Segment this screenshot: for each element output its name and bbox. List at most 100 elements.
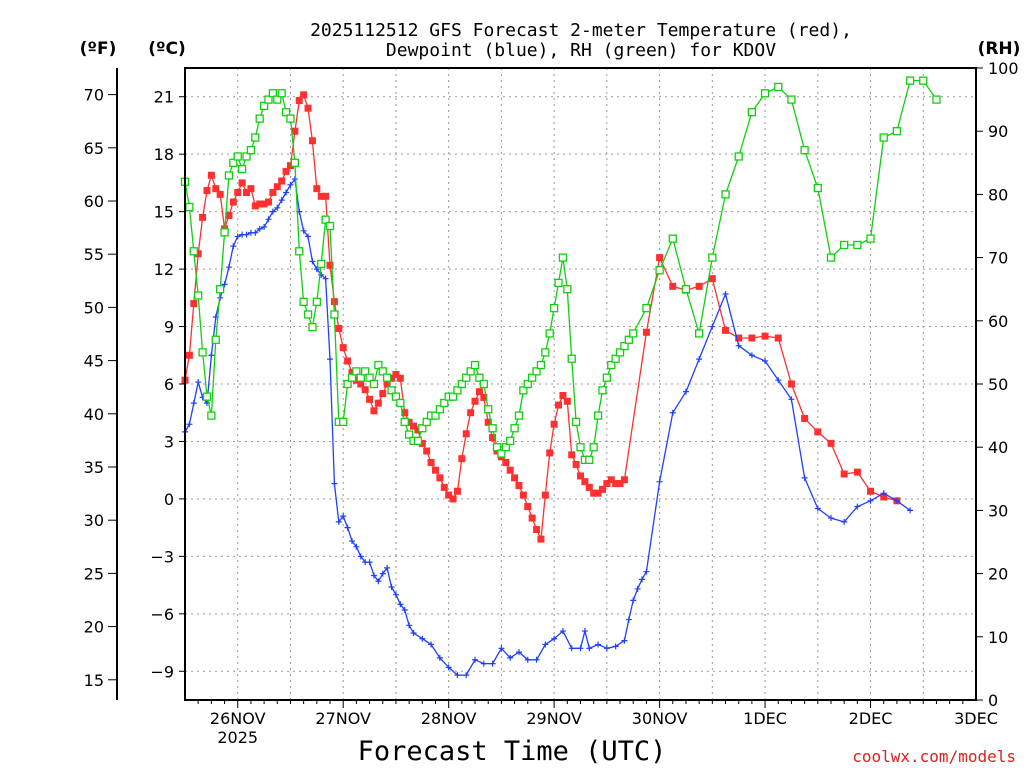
dewpoint-point xyxy=(639,576,646,583)
rh-point xyxy=(585,455,594,464)
chart-title-line1: 2025112512 GFS Forecast 2-meter Temperat… xyxy=(310,20,852,41)
temperature-point xyxy=(401,409,409,417)
temperature-point xyxy=(511,474,519,482)
rh-point xyxy=(277,89,286,98)
rh-tick-label: 70 xyxy=(988,249,1008,268)
x-tick-label: 30NOV xyxy=(632,709,688,728)
temperature-point xyxy=(326,261,334,269)
temperature-point xyxy=(489,434,497,442)
temperature-point xyxy=(436,474,444,482)
rh-point xyxy=(475,373,484,382)
rh-point xyxy=(233,152,242,161)
rh-point xyxy=(255,114,264,123)
dewpoint-point xyxy=(682,388,689,395)
rh-point xyxy=(800,146,809,155)
fahrenheit-tick-label: 35 xyxy=(84,458,104,477)
dewpoint-point xyxy=(419,635,426,642)
rh-point xyxy=(615,348,625,357)
dewpoint-point xyxy=(559,628,566,635)
temperature-point xyxy=(568,451,576,459)
dewpoint-point xyxy=(309,258,316,265)
temperature-point xyxy=(787,380,795,388)
rh-point xyxy=(378,367,387,376)
celsius-tick-label: 9 xyxy=(164,318,174,337)
dewpoint-line xyxy=(184,177,911,676)
rh-point xyxy=(290,158,300,167)
dewpoint-point xyxy=(841,518,848,525)
rh-point xyxy=(853,240,862,250)
temperature-point xyxy=(774,334,782,342)
dewpoint-point xyxy=(498,645,505,652)
dewpoint-point xyxy=(283,189,290,196)
dewpoint-point xyxy=(625,616,632,623)
temperature-point xyxy=(207,171,215,179)
rh-point xyxy=(189,247,198,256)
temperature-point xyxy=(216,190,224,198)
temperature-point xyxy=(225,211,233,219)
dewpoint-point xyxy=(331,480,338,487)
celsius-tick-label: 18 xyxy=(154,145,174,164)
dewpoint-point xyxy=(801,474,808,481)
temperature-point xyxy=(642,328,650,336)
temperature-point xyxy=(374,399,382,407)
dewpoint-point xyxy=(581,628,588,635)
dewpoint-point xyxy=(256,225,263,232)
rh-point xyxy=(501,443,510,452)
dewpoint-point xyxy=(186,421,193,428)
x-tick-label: 29NOV xyxy=(526,709,582,728)
dewpoint-point xyxy=(335,518,342,525)
dewpoint-point xyxy=(208,352,215,359)
temperature-point xyxy=(199,213,207,221)
rh-point xyxy=(826,253,836,262)
rh-tick-label: 80 xyxy=(988,185,1008,204)
temperature-point xyxy=(445,491,453,499)
rh-point xyxy=(246,146,256,155)
dewpoint-point xyxy=(379,570,386,577)
rh-point xyxy=(220,228,229,237)
temperature-point xyxy=(308,137,316,145)
temperature-point xyxy=(322,192,330,200)
temperature-point xyxy=(291,127,299,135)
dewpoint-point xyxy=(392,591,399,598)
rh-point xyxy=(905,76,915,85)
dewpoint-point xyxy=(643,568,650,575)
temperature-point xyxy=(357,380,365,388)
dewpoint-point xyxy=(568,645,575,652)
temperature-point xyxy=(735,334,743,342)
dewpoint-point xyxy=(357,553,364,560)
dewpoint-point xyxy=(788,396,795,403)
dewpoint-point xyxy=(507,654,514,661)
rh-point xyxy=(642,304,651,313)
rh-point xyxy=(558,253,568,262)
celsius-tick-label: 3 xyxy=(164,432,174,451)
rh-point xyxy=(479,379,488,389)
rh-point xyxy=(567,354,576,363)
rh-point xyxy=(264,95,273,104)
temperature-point xyxy=(708,275,716,283)
dewpoint-point xyxy=(269,208,276,215)
dewpoint-point xyxy=(524,656,531,663)
rh-point xyxy=(747,108,757,117)
dewpoint-point xyxy=(436,654,443,661)
rh-point xyxy=(339,417,348,427)
dewpoint-point xyxy=(854,503,861,510)
temperature-point xyxy=(550,420,558,428)
rh-point xyxy=(251,133,260,142)
temperature-point xyxy=(528,514,536,522)
rh-point xyxy=(708,253,717,262)
temperature-point xyxy=(475,388,483,396)
rh-point xyxy=(721,190,730,199)
rh-point xyxy=(492,443,502,452)
temperature-point xyxy=(190,300,198,308)
rh-point xyxy=(237,164,247,174)
rh-point xyxy=(400,417,409,427)
temperature-point xyxy=(603,480,611,488)
fahrenheit-tick-label: 65 xyxy=(84,139,104,158)
rh-point xyxy=(435,405,445,414)
celsius-tick-label: −3 xyxy=(150,547,174,566)
temperature-point xyxy=(295,97,303,105)
rh-point xyxy=(295,247,304,256)
temperature-point xyxy=(247,185,255,193)
rh-point xyxy=(523,379,532,389)
